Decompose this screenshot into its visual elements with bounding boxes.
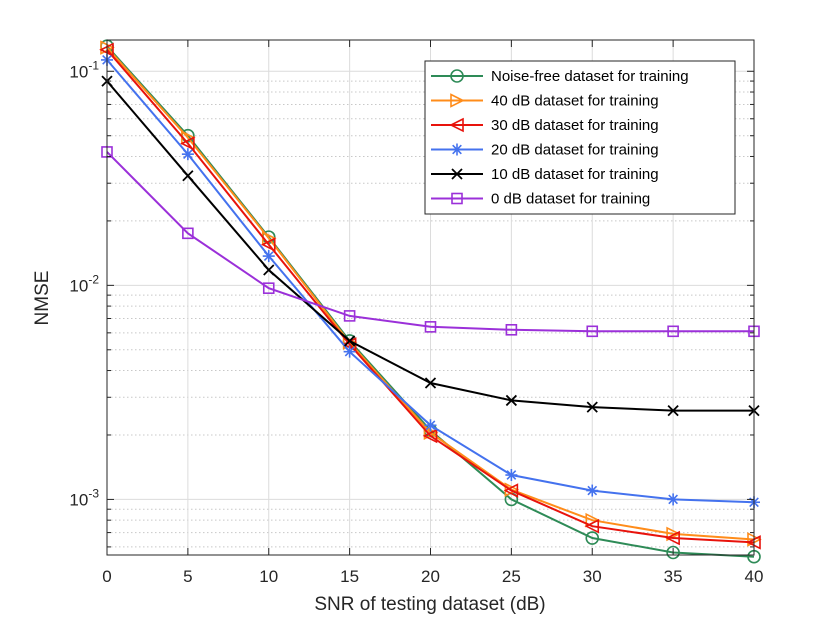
legend: Noise-free dataset for training 40 dB dat… xyxy=(424,60,736,215)
marker-x xyxy=(343,335,356,347)
legend-item: 20 dB dataset for training xyxy=(431,142,659,159)
y-tick-label: 10-2 xyxy=(69,272,99,295)
legend-box xyxy=(424,60,736,215)
marker-square xyxy=(182,227,194,240)
legend-item: Noise-free dataset for training xyxy=(431,68,689,85)
legend-label: 20 dB dataset for training xyxy=(491,142,659,159)
legend-label: 10 dB dataset for training xyxy=(491,166,659,183)
series-layer xyxy=(99,39,762,564)
marker-asterisk xyxy=(451,143,463,156)
x-tick-label: 30 xyxy=(583,567,602,586)
x-tick-label: 5 xyxy=(183,567,192,586)
y-tick-label: 10-1 xyxy=(69,58,99,81)
marker-triangle-left xyxy=(180,136,195,151)
marker-square xyxy=(424,321,437,333)
x-tick-label: 15 xyxy=(340,567,359,586)
marker-circle xyxy=(585,531,600,545)
marker-x xyxy=(182,170,194,182)
marker-square xyxy=(262,282,275,294)
marker-asterisk xyxy=(505,469,518,482)
marker-square xyxy=(586,325,599,338)
legend-item: 40 dB dataset for training xyxy=(431,93,659,110)
marker-triangle-left xyxy=(260,237,276,252)
legend-item: 10 dB dataset for training xyxy=(431,166,659,183)
x-tick-label: 20 xyxy=(421,567,440,586)
marker-x xyxy=(263,264,275,276)
marker-triangle-right xyxy=(450,93,465,108)
marker-asterisk xyxy=(181,148,194,161)
series-line xyxy=(106,49,755,544)
marker-triangle-left xyxy=(665,530,680,546)
marker-triangle-left xyxy=(449,117,464,133)
marker-triangle-right xyxy=(666,526,681,542)
legend-label: 30 dB dataset for training xyxy=(491,117,659,134)
marker-square xyxy=(667,325,679,338)
y-axis-label: NMSE xyxy=(32,271,53,326)
marker-asterisk xyxy=(424,419,437,432)
x-tick-label: 35 xyxy=(664,567,683,586)
y-axis-ticks: 10-3 10-2 10-1 xyxy=(69,58,754,548)
marker-asterisk xyxy=(343,345,356,358)
marker-square xyxy=(343,310,356,322)
marker-asterisk xyxy=(262,250,275,263)
marker-x xyxy=(505,394,518,407)
marker-asterisk xyxy=(586,484,599,497)
legend-label: 40 dB dataset for training xyxy=(491,93,659,110)
legend-label: 0 dB dataset for training xyxy=(491,191,650,208)
x-tick-label: 0 xyxy=(102,567,111,586)
series-0-db-dataset-for-training xyxy=(101,146,760,338)
x-tick-label: 25 xyxy=(502,567,521,586)
marker-triangle-left xyxy=(584,518,600,534)
marker-square xyxy=(451,192,463,205)
legend-item: 30 dB dataset for training xyxy=(431,117,659,134)
legend-label: Noise-free dataset for training xyxy=(491,68,689,85)
series-line xyxy=(106,151,754,333)
marker-circle xyxy=(666,545,680,560)
marker-triangle-left xyxy=(503,483,519,498)
marker-square xyxy=(505,323,518,336)
marker-x xyxy=(586,401,598,413)
x-axis-ticks: 0 5 10 15 20 25 30 35 40 xyxy=(102,40,763,586)
marker-asterisk xyxy=(667,493,680,506)
y-tick-label: 10-3 xyxy=(69,486,99,509)
x-tick-label: 40 xyxy=(745,567,764,586)
legend-item: 0 dB dataset for training xyxy=(431,191,650,208)
marker-x xyxy=(451,168,463,180)
marker-x xyxy=(667,404,679,417)
marker-x xyxy=(424,377,437,389)
x-axis-label: SNR of testing dataset (dB) xyxy=(314,594,545,615)
x-tick-label: 10 xyxy=(259,567,278,586)
marker-triangle-left xyxy=(422,428,438,444)
marker-circle xyxy=(450,69,464,83)
